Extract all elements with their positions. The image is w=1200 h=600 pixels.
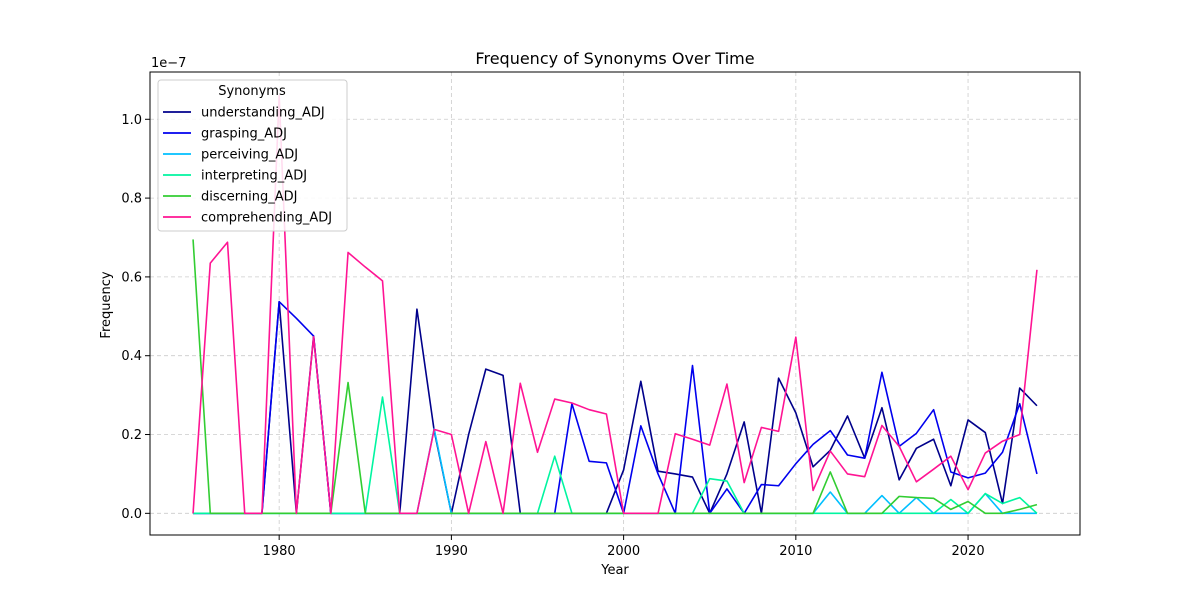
legend-entry: comprehending_ADJ xyxy=(163,211,332,226)
legend-label: grasping_ADJ xyxy=(201,127,287,142)
x-axis-ticks: 1980 1990 2000 2010 2020 xyxy=(263,535,985,559)
legend-label: comprehending_ADJ xyxy=(201,211,332,226)
y-tick-label: 0.8 xyxy=(121,192,142,207)
x-tick-label: 2010 xyxy=(779,544,812,559)
series-line-interpreting-adj xyxy=(193,396,1038,515)
x-axis-label: Year xyxy=(600,563,629,578)
legend-entry: understanding_ADJ xyxy=(163,106,325,121)
y-tick-label: 0.4 xyxy=(121,349,142,364)
legend-title: Synonyms xyxy=(218,84,286,99)
y-tick-label: 0.2 xyxy=(121,428,142,443)
x-tick-label: 2020 xyxy=(952,544,985,559)
series-line-comprehending-adj xyxy=(192,94,1038,515)
chart-title: Frequency of Synonyms Over Time xyxy=(475,49,754,68)
series-line-discerning-adj xyxy=(192,239,1038,515)
legend-label: discerning_ADJ xyxy=(201,190,297,205)
x-tick-label: 1980 xyxy=(263,544,296,559)
series-line-grasping-adj xyxy=(193,300,1038,515)
y-axis-ticks: 0.0 0.2 0.4 0.6 0.8 1.0 xyxy=(121,113,150,522)
y-axis-label: Frequency xyxy=(99,271,114,338)
y-tick-label: 0.6 xyxy=(121,270,142,285)
legend-entry: perceiving_ADJ xyxy=(163,148,298,163)
x-tick-label: 1990 xyxy=(435,544,468,559)
series-line-understanding-adj xyxy=(193,300,1038,515)
legend-label: interpreting_ADJ xyxy=(201,169,307,184)
legend-entry: grasping_ADJ xyxy=(163,127,287,142)
x-tick-label: 2000 xyxy=(607,544,640,559)
legend-entry: interpreting_ADJ xyxy=(163,169,307,184)
legend-entry: discerning_ADJ xyxy=(163,190,297,205)
y-tick-label: 1.0 xyxy=(121,113,142,128)
legend: Synonyms understanding_ADJ grasping_ADJpe… xyxy=(157,79,348,232)
legend-box xyxy=(157,79,348,232)
y-axis-offset-label: 1e−7 xyxy=(151,56,186,71)
y-tick-label: 0.0 xyxy=(121,507,142,522)
series-lines xyxy=(192,94,1038,515)
legend-label: perceiving_ADJ xyxy=(201,148,298,163)
plot-frame xyxy=(149,71,1081,536)
legend-label: understanding_ADJ xyxy=(201,106,325,121)
legend-items: understanding_ADJ grasping_ADJ perceiving_… xyxy=(163,106,332,226)
